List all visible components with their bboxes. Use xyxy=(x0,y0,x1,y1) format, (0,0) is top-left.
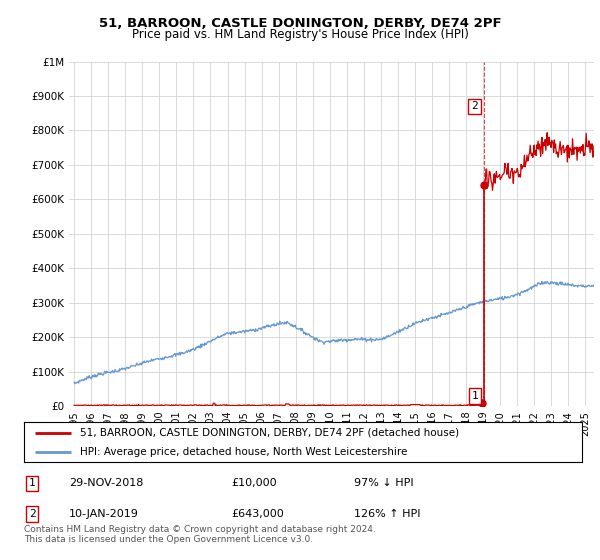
Text: 97% ↓ HPI: 97% ↓ HPI xyxy=(354,478,413,488)
Text: 29-NOV-2018: 29-NOV-2018 xyxy=(69,478,143,488)
Text: 1: 1 xyxy=(29,478,35,488)
Text: £10,000: £10,000 xyxy=(231,478,277,488)
Text: 1: 1 xyxy=(472,391,478,401)
Text: 10-JAN-2019: 10-JAN-2019 xyxy=(69,509,139,519)
Text: 2: 2 xyxy=(29,509,35,519)
Text: £643,000: £643,000 xyxy=(231,509,284,519)
Text: Contains HM Land Registry data © Crown copyright and database right 2024.
This d: Contains HM Land Registry data © Crown c… xyxy=(24,525,376,544)
Text: 51, BARROON, CASTLE DONINGTON, DERBY, DE74 2PF (detached house): 51, BARROON, CASTLE DONINGTON, DERBY, DE… xyxy=(80,428,459,438)
Text: HPI: Average price, detached house, North West Leicestershire: HPI: Average price, detached house, Nort… xyxy=(80,447,407,457)
Text: 126% ↑ HPI: 126% ↑ HPI xyxy=(354,509,421,519)
Text: Price paid vs. HM Land Registry's House Price Index (HPI): Price paid vs. HM Land Registry's House … xyxy=(131,28,469,41)
Text: 51, BARROON, CASTLE DONINGTON, DERBY, DE74 2PF: 51, BARROON, CASTLE DONINGTON, DERBY, DE… xyxy=(98,17,502,30)
Text: 2: 2 xyxy=(471,101,478,111)
